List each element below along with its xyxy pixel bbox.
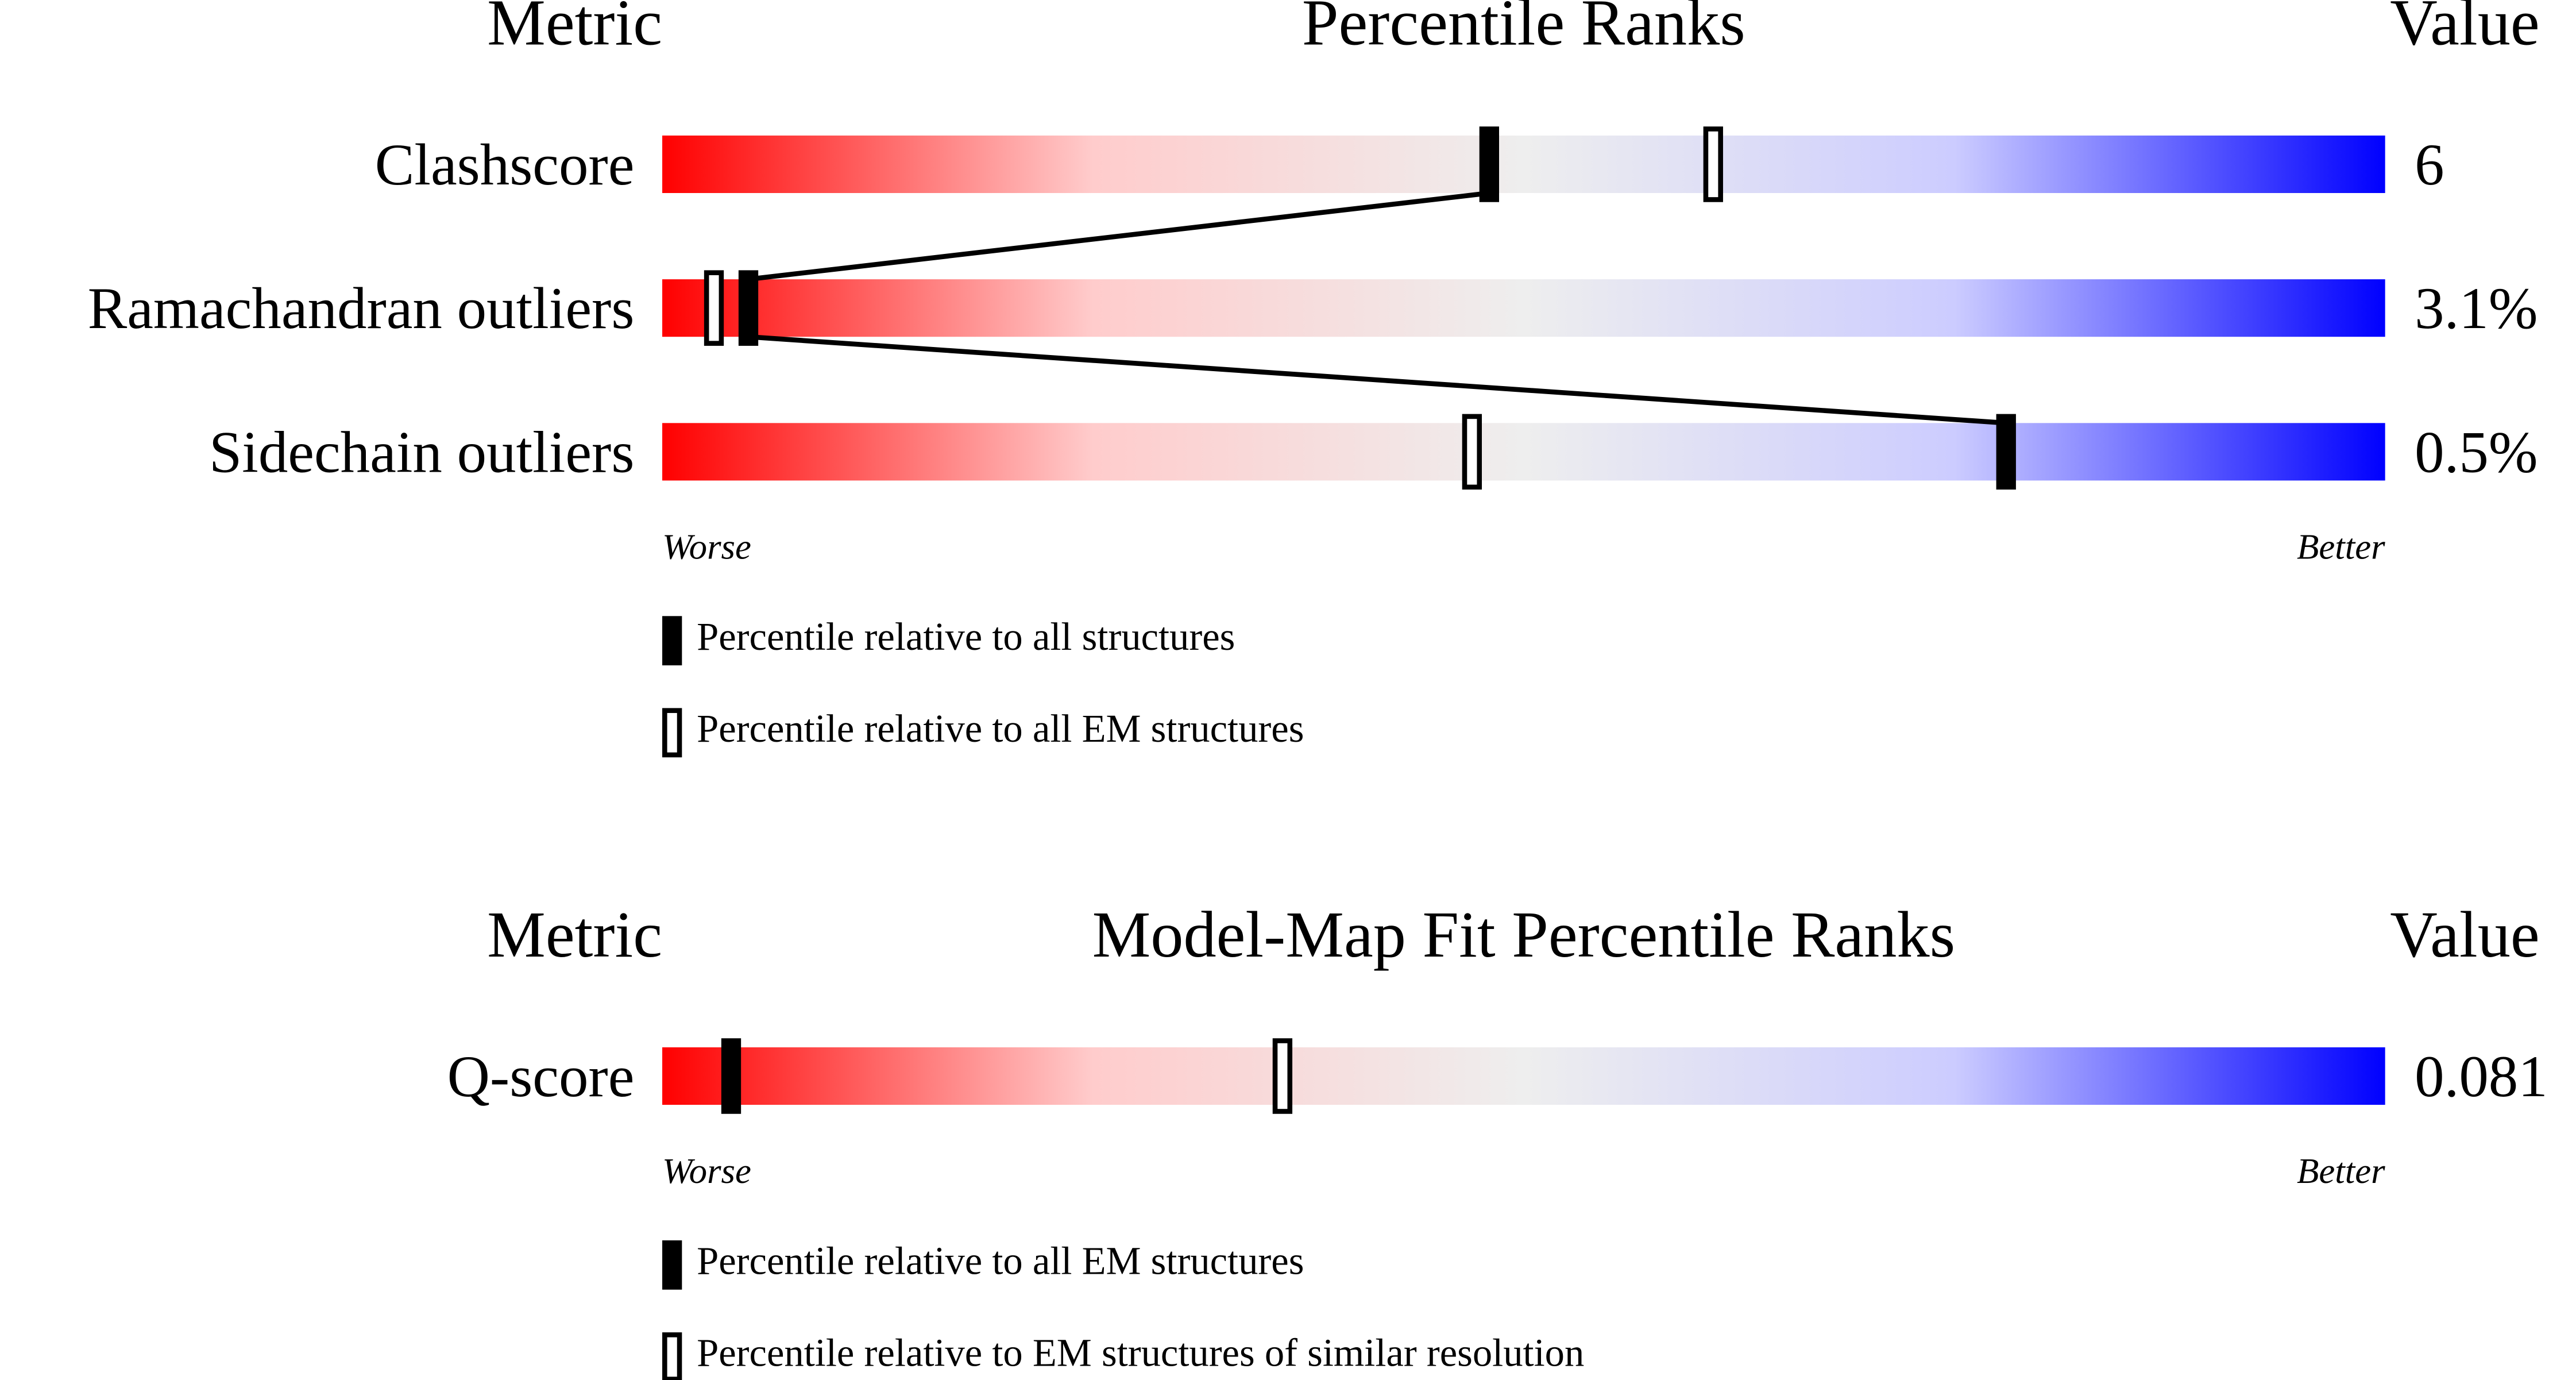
low-label: Worse xyxy=(662,526,751,566)
metric-header: Metric xyxy=(487,0,662,59)
high-label: Better xyxy=(2297,1151,2385,1191)
legend-label: Percentile relative to all EM structures xyxy=(697,1239,1304,1283)
slider-bar xyxy=(662,423,2385,481)
connector-line xyxy=(748,190,1490,282)
metric-header: Metric xyxy=(487,898,662,971)
connector-line xyxy=(748,334,2007,426)
percentile-marker xyxy=(1996,414,2016,490)
chart-title: Model-Map Fit Percentile Ranks xyxy=(1092,898,1956,971)
legend-label: Percentile relative to all EM structures xyxy=(697,707,1304,750)
slider-bar xyxy=(662,1047,2385,1105)
percentile-marker xyxy=(704,270,724,346)
percentile-marker xyxy=(1703,126,1723,202)
metric-label: Sidechain outliers xyxy=(209,419,634,485)
high-label: Better xyxy=(2297,526,2385,566)
percentile-marker xyxy=(1272,1038,1293,1114)
legend-label: Percentile relative to EM structures of … xyxy=(697,1331,1584,1375)
slider-bar xyxy=(662,279,2385,337)
metric-label: Ramachandran outliers xyxy=(88,276,635,341)
metric-value: 0.081 xyxy=(2415,1044,2548,1109)
chart-title: Percentile Ranks xyxy=(1302,0,1745,59)
metric-value: 6 xyxy=(2415,132,2444,198)
low-label: Worse xyxy=(662,1151,751,1191)
metric-label: Clashscore xyxy=(375,132,635,198)
legend-marker xyxy=(662,1332,682,1380)
value-header: Value xyxy=(2390,898,2539,971)
legend-label: Percentile relative to all structures xyxy=(697,615,1235,658)
percentile-marker xyxy=(1479,126,1500,202)
percentile-marker xyxy=(738,270,759,346)
legend-marker xyxy=(662,616,682,666)
percentile-marker xyxy=(1462,414,1482,490)
metric-value: 3.1% xyxy=(2415,276,2538,341)
slider-bar xyxy=(662,135,2385,193)
legend-marker xyxy=(662,1240,682,1290)
metric-label: Q-score xyxy=(447,1044,635,1109)
legend-marker xyxy=(662,708,682,758)
percentile-marker xyxy=(721,1038,741,1114)
value-header: Value xyxy=(2390,0,2539,59)
metric-value: 0.5% xyxy=(2415,419,2538,485)
